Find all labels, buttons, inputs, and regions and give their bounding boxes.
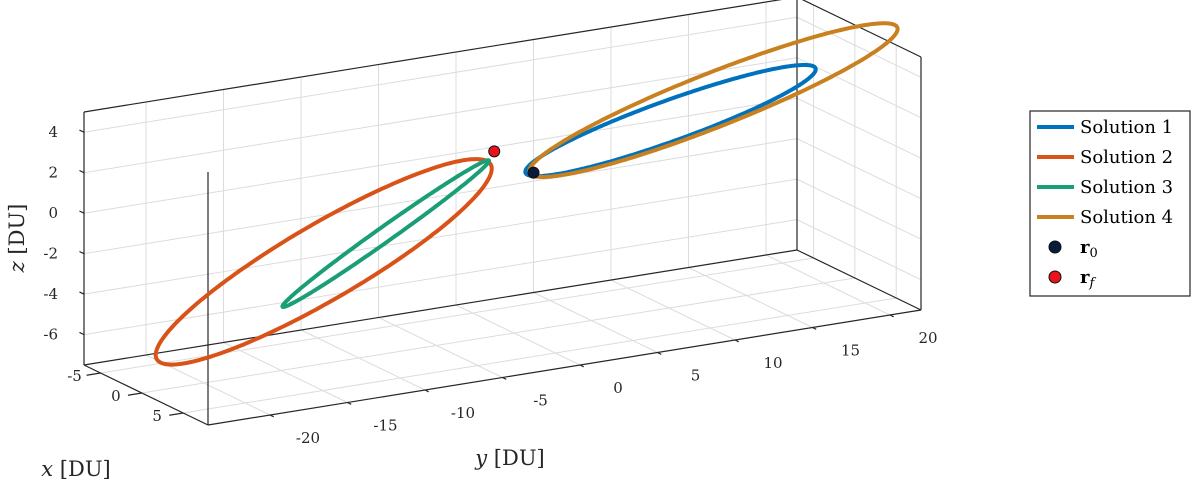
y-tick-label: 0 (613, 379, 623, 397)
y-tick-mark (424, 389, 429, 393)
grid-line (796, 219, 922, 281)
grid-line (533, 292, 658, 353)
y-tick-mark (657, 351, 662, 355)
x-tick-label: 0 (111, 387, 121, 405)
grid-line (796, 97, 922, 159)
grid-line (183, 297, 897, 414)
marker-point-f (488, 145, 501, 158)
x-axis-label: x [DU] (41, 457, 110, 481)
y-tick-mark (889, 314, 894, 318)
series-line-1 (523, 63, 818, 179)
legend-entry-3: Solution 3 (1080, 177, 1173, 198)
series-line-3 (280, 158, 491, 309)
grid-line (765, 254, 891, 316)
axes-box (83, 0, 922, 426)
grid-line (796, 16, 922, 78)
legend-entry-4: Solution 4 (1080, 207, 1173, 228)
grid-line (796, 178, 922, 240)
legend-entry-marker-f: rf (1080, 267, 1096, 291)
z-tick-label: 4 (48, 123, 58, 141)
z-tick-mark (79, 210, 85, 214)
y-tick-mark (269, 414, 274, 418)
x-tick-label: 5 (152, 407, 162, 425)
grid-line (688, 267, 813, 328)
axes-box-edge (83, 364, 209, 426)
legend-entry-2: Solution 2 (1080, 147, 1173, 168)
y-tick-mark (502, 376, 507, 380)
axes-box-edge (207, 309, 922, 426)
legend: Solution 1 Solution 2 Solution 3 Solution 4… (1029, 110, 1191, 297)
legend-entry-1: Solution 1 (1080, 117, 1173, 138)
axes-box-edge (83, 0, 783, 113)
x-tick-mark (169, 412, 184, 416)
grid-line (141, 277, 855, 394)
y-tick-mark (579, 364, 584, 368)
x-tick-label: -5 (67, 367, 82, 385)
grid-line (796, 57, 922, 119)
grid-line (83, 97, 798, 214)
marker-layer (488, 145, 540, 179)
grid-line (83, 219, 798, 336)
grid-line (378, 317, 503, 378)
z-tick-mark (79, 129, 85, 133)
x-tick-mark (127, 392, 142, 396)
z-tick-label: 0 (48, 204, 58, 222)
y-tick-mark (734, 339, 739, 343)
axes-box-edge (83, 249, 798, 366)
grid-line (83, 138, 798, 255)
y-tick-label: 15 (841, 342, 860, 360)
x-tick-mark (86, 372, 101, 376)
legend-marker-f (1048, 270, 1062, 284)
legend-entry-marker-0: r0 (1080, 237, 1098, 261)
grid-line (610, 279, 736, 341)
z-tick-label: -4 (43, 285, 58, 303)
z-tick-mark (79, 250, 85, 255)
y-axis-label: y [DU] (474, 446, 544, 470)
series-layer (153, 21, 900, 367)
series-line-4 (527, 21, 900, 179)
z-tick-mark (79, 331, 85, 336)
grid-line (300, 329, 426, 391)
z-tick-label: -2 (43, 245, 58, 263)
grid-line (83, 57, 798, 174)
grid-line (455, 304, 581, 366)
y-tick-mark (812, 326, 817, 330)
y-tick-label: -10 (451, 404, 475, 422)
grid-line (223, 342, 348, 403)
z-tick-mark (79, 169, 85, 174)
y-tick-label: 10 (763, 354, 782, 372)
axis-label-layer: x [DU] y [DU] z [DU] (5, 204, 545, 481)
z-tick-label: 2 (48, 164, 58, 182)
z-axis-label: z [DU] (5, 204, 29, 274)
y-tick-label: 5 (691, 367, 701, 385)
grid-line (83, 16, 798, 133)
marker-point-0 (527, 166, 540, 179)
axes-box-edge (796, 249, 922, 311)
z-tick-mark (79, 291, 85, 295)
y-tick-label: -5 (533, 392, 548, 410)
y-tick-label: -15 (373, 417, 397, 435)
grid-line (796, 138, 922, 200)
grid-line (83, 178, 798, 295)
y-tick-label: -20 (296, 429, 320, 447)
axes-box-edge (801, 0, 922, 58)
series-line-2 (153, 157, 494, 367)
legend-box (1029, 110, 1191, 297)
legend-marker-0 (1048, 240, 1062, 254)
z-tick-label: -6 (43, 326, 58, 344)
y-tick-label: 20 (918, 329, 937, 347)
y-tick-mark (347, 401, 352, 405)
